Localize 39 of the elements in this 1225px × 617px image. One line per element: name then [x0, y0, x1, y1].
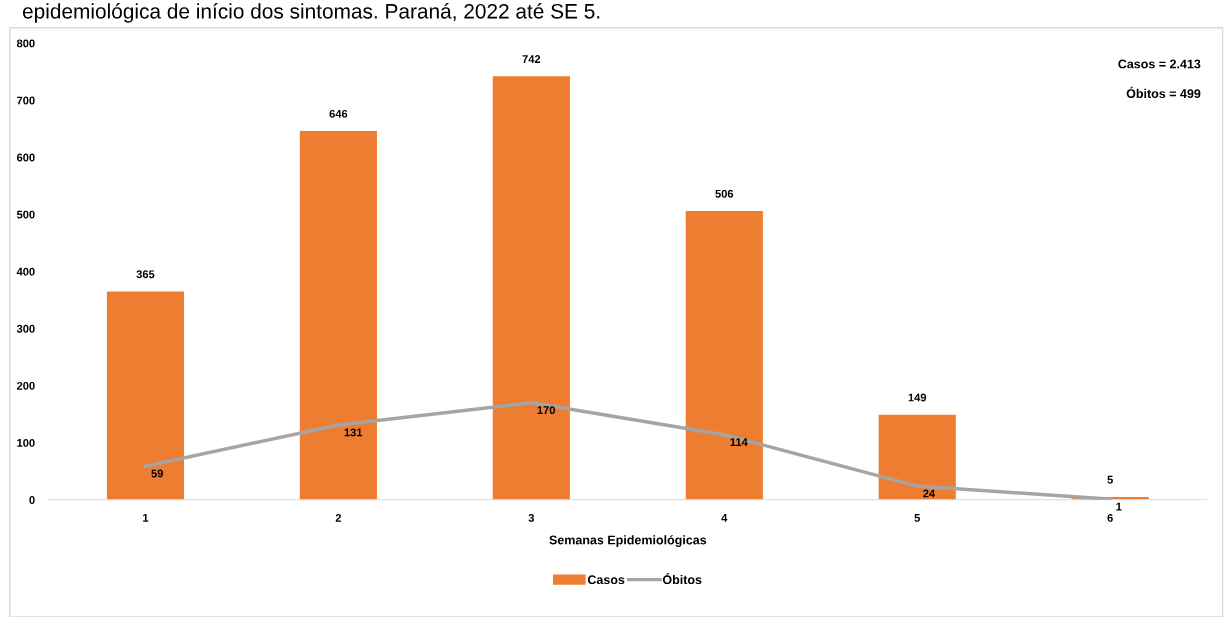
x-tick-label: 1 [143, 514, 149, 522]
bar [878, 414, 956, 500]
data-label: 365 [136, 270, 155, 279]
y-tick-label: 600 [16, 153, 35, 162]
data-label: 24 [923, 489, 936, 498]
y-tick-label: 200 [16, 381, 35, 390]
data-label: 170 [537, 406, 555, 415]
data-label: 149 [908, 393, 927, 402]
x-tick-label: 2 [335, 513, 342, 522]
y-tick-label: 100 [17, 438, 35, 447]
data-label: 5 [1107, 475, 1113, 484]
y-tick-label: 400 [16, 267, 35, 276]
bar [106, 291, 185, 500]
y-tick-label: 700 [17, 96, 35, 105]
x-tick-label: 3 [528, 513, 535, 522]
x-axis-title: Semanas Epidemiológicas [549, 535, 707, 547]
bar [685, 210, 763, 500]
legend-label: Óbitos [662, 572, 702, 585]
data-label: 59 [151, 469, 163, 478]
line-series [143, 401, 1112, 500]
x-tick-label: 5 [914, 514, 920, 522]
data-label: 646 [329, 109, 348, 118]
data-label: 742 [522, 55, 541, 63]
y-tick-label: 800 [16, 39, 35, 48]
annotation: Óbitos = 499 [1126, 86, 1201, 99]
y-tick-label: 300 [16, 324, 35, 333]
y-tick-label: 0 [29, 496, 35, 504]
x-tick-label: 4 [721, 514, 728, 522]
data-label: 506 [715, 189, 734, 198]
y-tick-label: 500 [16, 210, 35, 219]
bar [492, 76, 570, 500]
chart-title: epidemiológica de início dos sintomas. Paraná, 2022 até SE 5. [22, 3, 600, 23]
bar [299, 131, 377, 500]
legend-label: Casos [587, 575, 625, 585]
data-label: 131 [344, 428, 363, 437]
annotation: Casos = 2.413 [1118, 59, 1201, 69]
data-label: 114 [730, 438, 748, 446]
x-tick-label: 6 [1107, 513, 1113, 522]
data-label: 1 [1116, 502, 1122, 511]
